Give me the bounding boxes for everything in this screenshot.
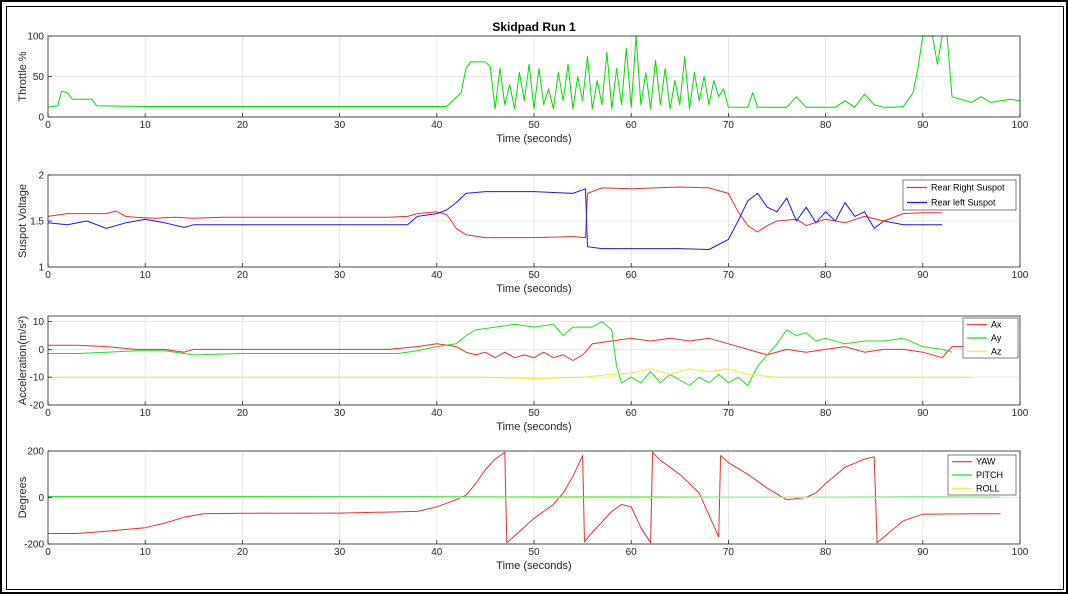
series-line-rear-left-suspot [47, 188, 943, 250]
x-tick-label: 90 [917, 547, 929, 558]
x-tick-label: 10 [140, 408, 152, 419]
series-line-az [48, 368, 972, 380]
x-tick-label: 80 [820, 547, 832, 558]
y-tick-label: -10 [30, 373, 45, 384]
legend-entry-label: Ay [991, 333, 1002, 343]
x-tick-label: 20 [237, 408, 249, 419]
y-tick-label: -20 [30, 401, 45, 412]
x-tick-label: 30 [334, 120, 346, 131]
x-tick-label: 70 [723, 270, 735, 281]
series-line-ay [48, 321, 953, 386]
legend-entry-label: Az [991, 346, 1002, 356]
legend: Ax Ay Az [962, 317, 1019, 359]
x-tick-label: 80 [820, 270, 832, 281]
y-tick-label: 1 [38, 263, 44, 274]
legend: YAW PITCH ROLL [947, 454, 1017, 496]
x-tick-label: 40 [431, 270, 443, 281]
x-tick-label: 40 [431, 120, 443, 131]
chart-1: 0 10 20 30 40 50 60 70 80 90 100 0 50 100 Time (second… [17, 20, 1029, 145]
x-tick-label: 0 [45, 270, 51, 281]
x-tick-label: 0 [45, 120, 51, 131]
x-tick-label: 30 [334, 408, 346, 419]
x-tick-label: 50 [528, 120, 540, 131]
x-tick-label: 40 [431, 408, 443, 419]
x-tick-label: 70 [723, 120, 735, 131]
y-tick-label: 100 [27, 32, 44, 43]
x-tick-label: 90 [917, 270, 929, 281]
x-tick-label: 50 [528, 270, 540, 281]
x-tick-label: 20 [237, 547, 249, 558]
x-tick-label: 0 [45, 547, 51, 558]
legend-box [902, 179, 1017, 211]
legend-entry-label: Ax [991, 320, 1002, 330]
y-tick-label: -200 [24, 540, 44, 551]
legend-entry-label: YAW [976, 457, 996, 467]
x-tick-label: 30 [334, 270, 346, 281]
y-tick-label: 50 [33, 72, 45, 83]
x-tick-label: 20 [237, 120, 249, 131]
x-tick-label: 80 [820, 408, 832, 419]
x-tick-label: 10 [140, 270, 152, 281]
x-axis-label: Time (seconds) [496, 560, 571, 572]
y-axis-label: Suspot Voltage [17, 184, 29, 258]
y-tick-label: 200 [27, 447, 44, 458]
series-line-ax [48, 337, 972, 361]
x-tick-label: 100 [1012, 547, 1029, 558]
x-tick-label: 40 [431, 547, 443, 558]
y-axis-label: Acceleration(m/s²) [17, 316, 29, 405]
x-tick-label: 0 [45, 408, 51, 419]
x-tick-label: 60 [626, 270, 638, 281]
x-tick-label: 70 [723, 408, 735, 419]
figure-inner-border [6, 6, 1064, 590]
x-axis-label: Time (seconds) [496, 283, 571, 295]
x-tick-label: 70 [723, 547, 735, 558]
y-tick-label: 0 [38, 345, 44, 356]
x-tick-label: 20 [237, 270, 249, 281]
series-line-rear-right-suspot [47, 186, 943, 239]
chart-title: Skidpad Run 1 [492, 20, 576, 34]
x-tick-label: 100 [1012, 270, 1029, 281]
chart-3: 0 10 20 30 40 50 60 70 80 90 100 -20 -10 0 10 Time (sec… [17, 315, 1029, 433]
y-tick-label: 0 [38, 493, 44, 504]
x-tick-label: 50 [528, 408, 540, 419]
x-tick-label: 80 [820, 120, 832, 131]
chart-2: 0 10 20 30 40 50 60 70 80 90 100 1 1.5 2 Time (seconds… [17, 171, 1029, 296]
x-axis-label: Time (seconds) [496, 133, 571, 145]
y-tick-label: 10 [33, 317, 45, 328]
x-tick-label: 30 [334, 547, 346, 558]
y-tick-label: 2 [38, 171, 44, 182]
x-axis-label: Time (seconds) [496, 421, 571, 433]
x-tick-label: 60 [626, 120, 638, 131]
x-tick-label: 90 [917, 120, 929, 131]
y-tick-label: 1.5 [30, 217, 44, 228]
y-axis-label: Throttle % [17, 51, 29, 101]
x-tick-label: 90 [917, 408, 929, 419]
x-tick-label: 100 [1012, 408, 1029, 419]
x-tick-label: 60 [626, 547, 638, 558]
series-line-yaw [48, 451, 1001, 544]
y-tick-label: 0 [38, 113, 44, 124]
legend: Rear Right Suspot Rear left Suspot [902, 179, 1017, 211]
legend-entry-label: Rear left Suspot [931, 198, 996, 208]
x-tick-label: 100 [1012, 120, 1029, 131]
y-axis-label: Degrees [17, 476, 29, 518]
legend-entry-label: ROLL [976, 483, 1000, 493]
legend-entry-label: PITCH [976, 470, 1003, 480]
x-tick-label: 10 [140, 547, 152, 558]
x-tick-label: 10 [140, 120, 152, 131]
x-tick-label: 60 [626, 408, 638, 419]
x-tick-label: 50 [528, 547, 540, 558]
legend-entry-label: Rear Right Suspot [931, 183, 1005, 193]
